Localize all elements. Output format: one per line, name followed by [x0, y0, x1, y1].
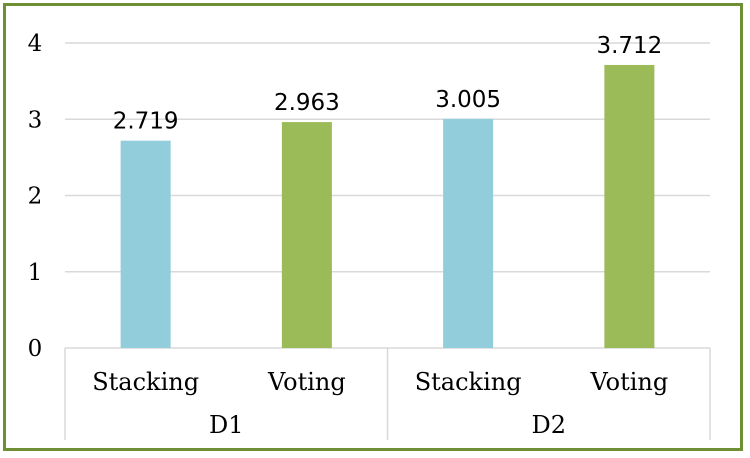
data-label: 3.712: [596, 33, 662, 59]
group-label: D1: [209, 411, 244, 439]
y-tick-label: 2: [28, 184, 43, 210]
category-label: Stacking: [415, 368, 522, 396]
y-tick-label: 0: [28, 336, 43, 362]
category-label: Voting: [590, 368, 669, 396]
category-label: Voting: [267, 368, 346, 396]
data-label: 2.963: [274, 90, 340, 116]
category-label: Stacking: [92, 368, 199, 396]
y-tick-label: 3: [28, 107, 43, 133]
bar-d1-stacking: [120, 140, 171, 348]
data-label: 3.005: [435, 87, 501, 113]
bar-d2-stacking: [443, 118, 494, 349]
y-tick-label: 1: [28, 260, 43, 286]
group-label: D2: [531, 411, 566, 439]
data-label: 2.719: [113, 109, 179, 135]
bar-d2-voting: [604, 64, 655, 349]
y-tick-label: 4: [28, 31, 43, 57]
bar-d1-voting: [281, 122, 332, 348]
